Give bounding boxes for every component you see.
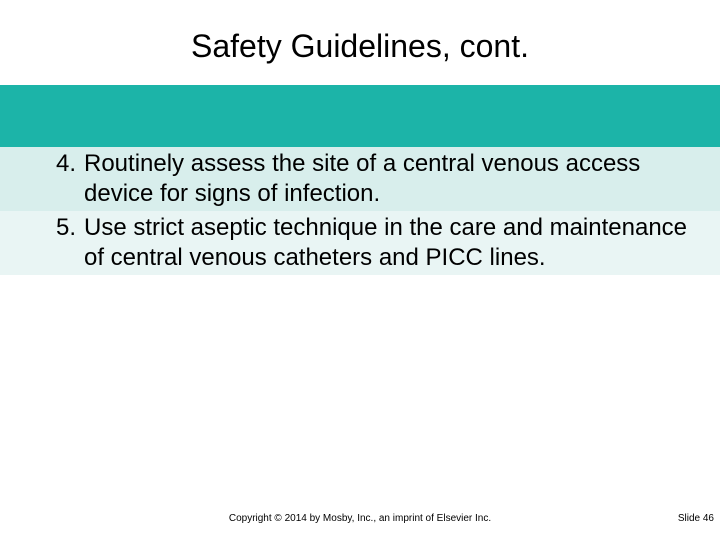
accent-bar: [0, 85, 720, 147]
guideline-list: 4. Routinely assess the site of a centra…: [0, 147, 720, 275]
slide-title: Safety Guidelines, cont.: [0, 0, 720, 85]
list-item: 4. Routinely assess the site of a centra…: [0, 147, 720, 211]
list-text: Use strict aseptic technique in the care…: [84, 213, 700, 273]
list-number: 4.: [50, 149, 84, 209]
list-item: 5. Use strict aseptic technique in the c…: [0, 211, 720, 275]
copyright-footer: Copyright © 2014 by Mosby, Inc., an impr…: [0, 513, 720, 524]
slide: Safety Guidelines, cont. 4. Routinely as…: [0, 0, 720, 540]
list-text: Routinely assess the site of a central v…: [84, 149, 700, 209]
slide-number: Slide 46: [678, 513, 714, 524]
list-number: 5.: [50, 213, 84, 273]
